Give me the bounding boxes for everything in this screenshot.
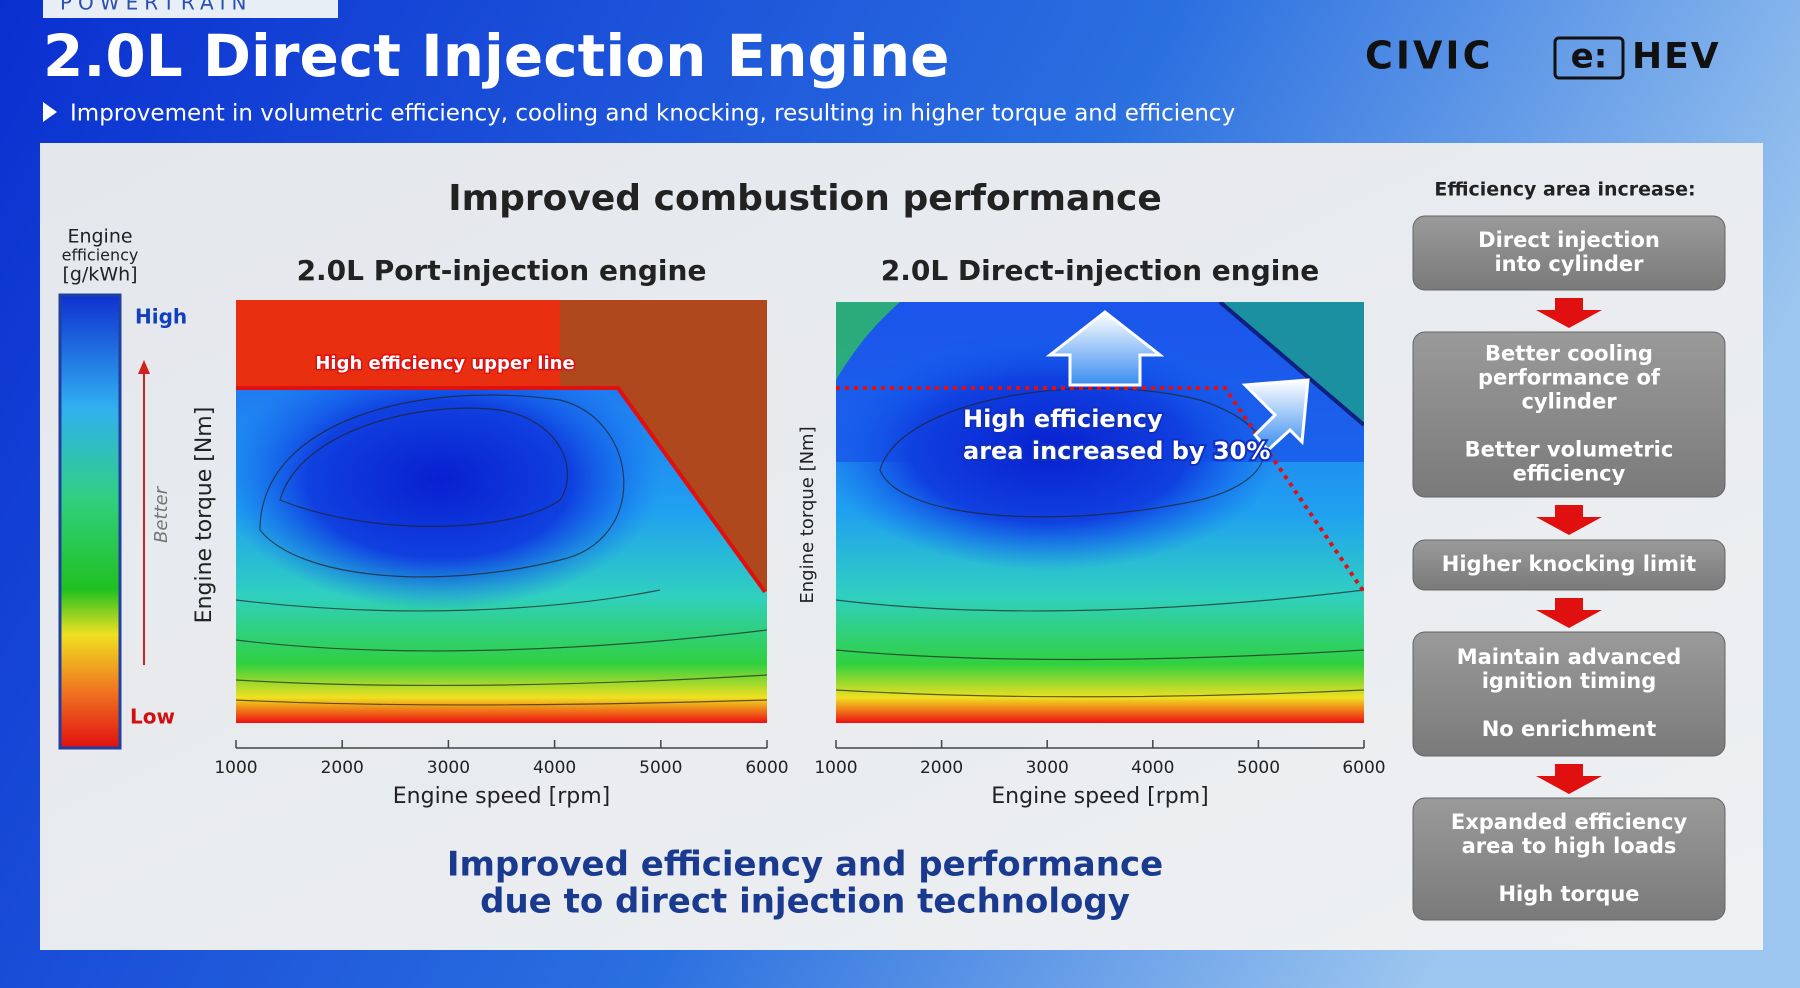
x-axis-label: Engine speed [rpm] bbox=[991, 784, 1208, 809]
legend-low: Low bbox=[130, 705, 175, 729]
title: 2.0L Direct Injection Engine bbox=[43, 22, 950, 90]
subtitle: Improvement in volumetric efficiency, co… bbox=[70, 101, 1235, 127]
chart-title: 2.0L Port-injection engine bbox=[297, 254, 707, 287]
x-tick-label: 3000 bbox=[427, 758, 470, 778]
step-text: area to high loads bbox=[1462, 834, 1677, 858]
legend-title: Engine bbox=[67, 226, 132, 248]
x-tick-label: 6000 bbox=[745, 758, 788, 778]
step-text: No enrichment bbox=[1482, 717, 1657, 741]
legend-better: Better bbox=[151, 485, 172, 543]
y-axis-label: Engine torque [Nm] bbox=[192, 407, 217, 624]
x-tick-label: 3000 bbox=[1026, 758, 1069, 778]
x-tick-label: 1000 bbox=[814, 758, 857, 778]
step-arrow bbox=[1536, 764, 1602, 794]
x-tick-label: 2000 bbox=[321, 758, 364, 778]
badge-box bbox=[1553, 36, 1625, 80]
legend-bar bbox=[58, 293, 122, 750]
step-text: Expanded efficiency bbox=[1451, 810, 1688, 834]
heatmap-port bbox=[236, 300, 767, 723]
brand-badge: e: bbox=[1571, 37, 1608, 77]
step-text: Better cooling bbox=[1485, 342, 1653, 366]
brand: CIVIC bbox=[1365, 34, 1493, 78]
annotation: High efficiency upper line bbox=[315, 353, 574, 374]
step-text: cylinder bbox=[1521, 390, 1617, 414]
step-text: High torque bbox=[1498, 882, 1639, 906]
chart-title: 2.0L Direct-injection engine bbox=[881, 254, 1320, 287]
x-tick-label: 5000 bbox=[639, 758, 682, 778]
step-text: ignition timing bbox=[1482, 669, 1657, 693]
annotation: area increased by 30% bbox=[963, 437, 1270, 465]
x-tick-label: 4000 bbox=[1131, 758, 1174, 778]
step-text: Direct injection bbox=[1478, 228, 1660, 252]
step-box bbox=[1412, 539, 1726, 591]
step-box bbox=[1412, 631, 1726, 757]
step-text: into cylinder bbox=[1494, 252, 1644, 276]
legend-title: efficiency bbox=[62, 246, 139, 265]
tag: POWERTRAIN bbox=[60, 0, 253, 15]
step-text: Maintain advanced bbox=[1457, 645, 1682, 669]
step-text: efficiency bbox=[1513, 462, 1626, 486]
conclusion: Improved efficiency and performance bbox=[447, 845, 1163, 885]
legend-high: High bbox=[135, 305, 187, 329]
x-tick-label: 5000 bbox=[1237, 758, 1280, 778]
step-arrow bbox=[1536, 598, 1602, 628]
legend-title: [g/kWh] bbox=[62, 264, 137, 286]
step-text: performance of bbox=[1478, 366, 1661, 390]
y-axis-label: Engine torque [Nm] bbox=[797, 426, 818, 603]
step-arrow bbox=[1536, 505, 1602, 535]
x-tick-label: 4000 bbox=[533, 758, 576, 778]
x-tick-label: 1000 bbox=[214, 758, 257, 778]
tag-box bbox=[43, 0, 338, 18]
step-box bbox=[1412, 215, 1726, 291]
brand-suffix: HEV bbox=[1632, 36, 1721, 77]
panel-title: Improved combustion performance bbox=[448, 178, 1161, 219]
legend-arrowhead bbox=[138, 360, 150, 374]
x-axis-label: Engine speed [rpm] bbox=[393, 784, 610, 809]
step-box bbox=[1412, 331, 1726, 498]
step-text: Better volumetric bbox=[1465, 438, 1674, 462]
x-tick-label: 2000 bbox=[920, 758, 963, 778]
step-box bbox=[1412, 797, 1726, 921]
step-text: Higher knocking limit bbox=[1442, 552, 1696, 576]
sidebar-title: Efficiency area increase: bbox=[1434, 179, 1695, 201]
step-arrow bbox=[1536, 298, 1602, 328]
x-tick-label: 6000 bbox=[1342, 758, 1385, 778]
bullet bbox=[43, 102, 57, 122]
annotation: High efficiency bbox=[963, 405, 1163, 433]
conclusion: due to direct injection technology bbox=[480, 882, 1130, 922]
heatmap-direct bbox=[836, 302, 1364, 723]
